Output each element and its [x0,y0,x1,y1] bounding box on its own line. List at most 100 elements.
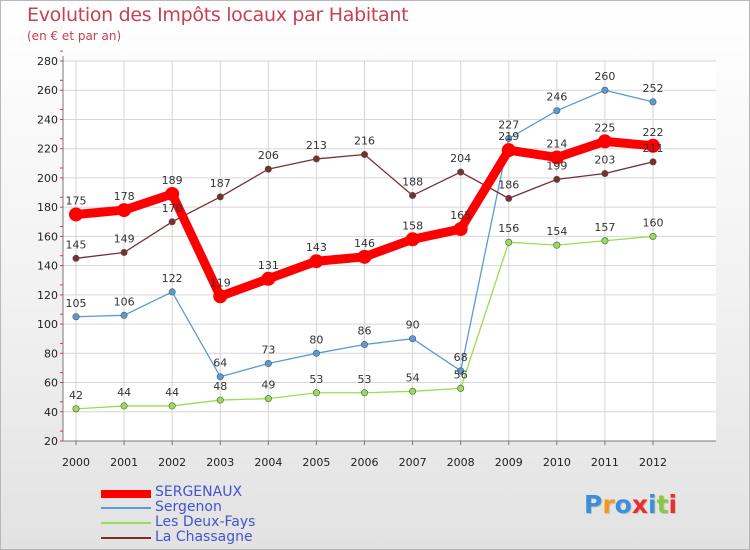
x-tick-label: 2004 [254,456,282,469]
y-tick-label: 140 [37,260,58,273]
data-point [505,238,513,246]
data-point [72,405,80,413]
data-point [409,335,417,343]
data-point [165,187,180,201]
data-point [120,248,128,256]
data-point [457,367,465,375]
logo-letter: i [668,490,678,519]
legend-swatch [101,537,151,539]
data-point [312,155,320,163]
y-tick-label: 200 [37,172,58,185]
series [69,86,660,413]
x-tick-label: 2002 [158,456,186,469]
data-point [312,349,320,357]
data-label: 53 [309,373,323,386]
data-label: 216 [354,135,375,148]
data-point [501,143,516,158]
data-label: 157 [594,221,615,234]
data-label: 178 [114,190,135,203]
legend-swatch [101,507,151,509]
legend-swatch [101,522,151,524]
data-label: 204 [450,152,471,165]
data-point [457,384,465,392]
data-label: 145 [66,238,87,251]
data-label: 170 [162,202,183,215]
data-point [213,289,228,304]
x-tick-label: 2006 [351,456,379,469]
data-label: 165 [450,209,471,222]
data-point [453,222,468,237]
data-label: 246 [546,91,567,104]
data-point [409,191,417,199]
data-point [601,237,609,245]
y-tick-label: 260 [37,84,58,97]
data-point [120,402,128,410]
data-point [360,341,368,349]
data-label: 106 [114,295,135,308]
chart-subtitle: (en € et par an) [27,29,122,43]
data-point [360,151,368,159]
data-label: 149 [114,232,135,245]
data-label: 122 [162,272,183,285]
y-tick-label: 60 [44,377,58,390]
data-label: 203 [594,154,615,167]
y-tick-label: 80 [44,347,58,360]
data-label: 260 [594,70,615,83]
logo-letter: i [648,490,657,519]
y-tick-label: 160 [37,230,58,243]
data-label: 68 [454,351,468,364]
data-point [649,232,657,240]
data-point [553,107,561,115]
data-label: 214 [546,137,567,150]
x-tick-label: 2012 [639,456,667,469]
data-label: 48 [213,380,227,393]
data-label: 131 [258,259,279,272]
logo-letter: t [656,490,669,519]
y-tick-label: 240 [37,113,58,126]
x-tick-label: 2003 [206,456,234,469]
y-tick-label: 180 [37,201,58,214]
data-label: 219 [498,130,519,143]
data-label: 44 [117,386,131,399]
data-label: 252 [643,82,664,95]
x-tick-label: 2010 [543,456,571,469]
data-label: 206 [258,149,279,162]
data-label: 213 [306,139,327,152]
data-label: 80 [309,333,323,346]
x-tick-label: 2011 [591,456,619,469]
data-point [264,360,272,368]
data-label: 227 [498,118,519,131]
data-label: 158 [402,219,423,232]
x-tick-label: 2000 [62,456,90,469]
data-point [69,207,83,222]
data-label: 73 [261,344,275,357]
data-label: 156 [498,222,519,235]
data-point [216,396,224,404]
data-point [601,170,609,178]
data-point [261,271,276,286]
axes: 20 40 60 80 100 120 140 160 180 200 220 240 260 280 20… [37,50,716,469]
data-point [597,134,612,149]
data-label: 56 [454,368,468,381]
data-label: 189 [162,174,183,187]
data-point [264,395,272,403]
data-point [601,86,609,94]
data-label: 187 [210,177,231,190]
data-point [72,313,80,321]
grid [63,60,716,442]
legend-label: Sergenon [155,499,222,515]
data-point [649,98,657,106]
y-tick-label: 120 [37,289,58,302]
data-labels: 175 178 189 119 131 143 146 158 165 219 214 225 222 1… [66,70,664,402]
proxiti-logo: Proxiti [584,490,677,519]
data-label: 119 [210,276,231,289]
data-point [168,402,176,410]
data-point [168,218,176,226]
data-label: 86 [358,325,372,338]
logo-letter: x [631,490,648,519]
data-point [505,134,513,142]
y-tick-label: 280 [37,55,58,68]
data-label: 154 [546,225,567,238]
